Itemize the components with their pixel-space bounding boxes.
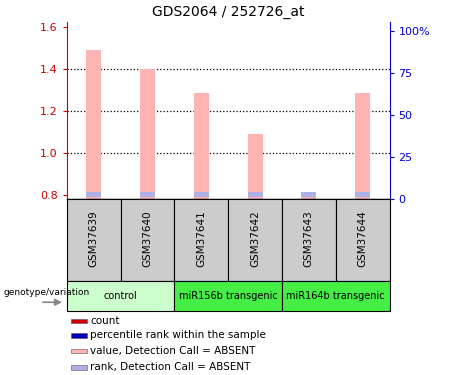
Bar [140,69,155,199]
Bar [71,365,87,370]
Title: GDS2064 / 252726_at: GDS2064 / 252726_at [152,5,304,19]
Bar [71,319,87,323]
Text: GSM37641: GSM37641 [196,210,207,267]
Bar [140,192,155,197]
Bar [355,192,370,197]
Bar [248,192,263,197]
Text: control: control [104,291,137,301]
Bar [228,199,282,281]
Text: genotype/variation: genotype/variation [3,288,89,297]
Text: miR156b transgenic: miR156b transgenic [179,291,278,301]
Text: GSM37644: GSM37644 [358,210,368,267]
Bar [71,348,87,353]
Text: GSM37639: GSM37639 [89,210,99,267]
Text: value, Detection Call = ABSENT: value, Detection Call = ABSENT [90,346,255,356]
Text: GSM37640: GSM37640 [142,210,153,267]
Bar [336,199,390,281]
Bar [282,199,336,281]
Bar [194,192,209,197]
Bar [121,199,174,281]
Text: rank, Detection Call = ABSENT: rank, Detection Call = ABSENT [90,362,250,372]
Bar [194,93,209,199]
Text: percentile rank within the sample: percentile rank within the sample [90,330,266,340]
Bar [282,281,390,311]
Bar [71,333,87,338]
Bar [86,192,101,197]
Text: GSM37642: GSM37642 [250,210,260,267]
Bar [301,192,316,197]
Bar [355,93,370,199]
Text: GSM37643: GSM37643 [304,210,314,267]
Text: miR164b transgenic: miR164b transgenic [286,291,385,301]
Bar [174,199,228,281]
Bar [248,134,263,199]
Bar [67,281,174,311]
Text: count: count [90,316,119,326]
Bar [301,194,316,199]
Bar [86,50,101,199]
Bar [174,281,282,311]
Bar [67,199,121,281]
